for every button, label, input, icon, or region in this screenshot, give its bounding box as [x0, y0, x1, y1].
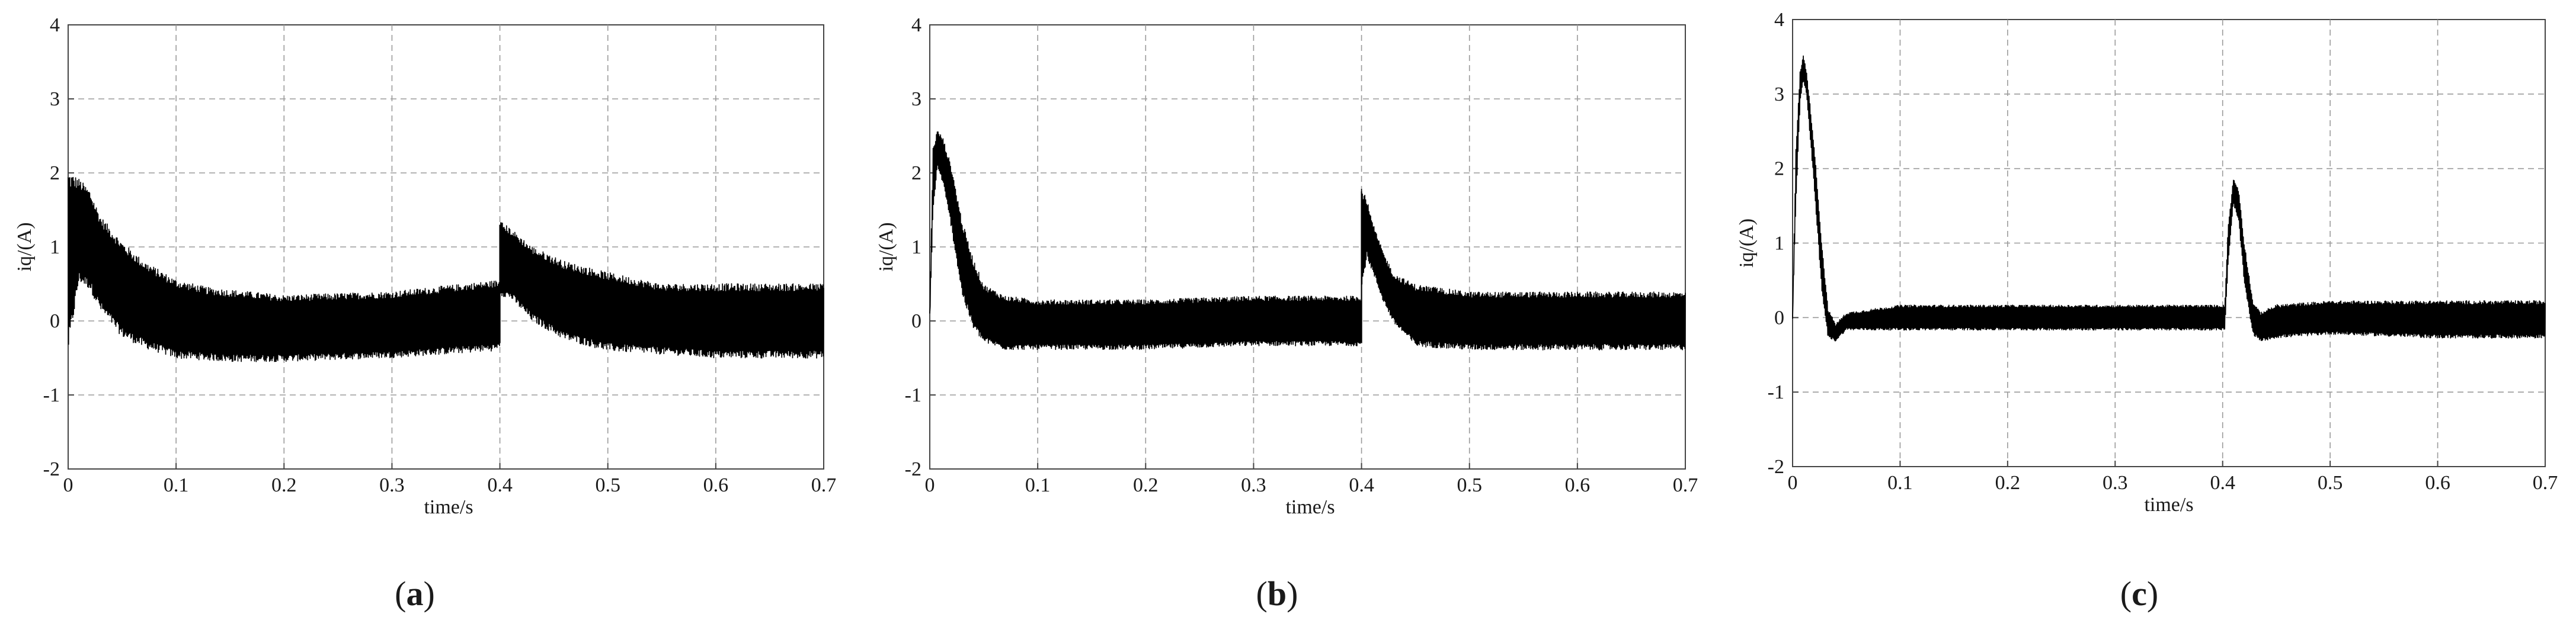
- x-tick-label: 0.5: [1457, 474, 1482, 496]
- y-tick-label: -2: [43, 458, 60, 480]
- y-tick-label: 3: [911, 88, 921, 110]
- x-axis-label: time/s: [1285, 496, 1335, 518]
- x-tick-label: 0.6: [1565, 474, 1591, 496]
- x-tick-label: 0.2: [1995, 472, 2021, 494]
- x-tick-label: 0.6: [2425, 472, 2450, 494]
- panel-caption: (c): [2120, 574, 2158, 613]
- x-tick-label: 0.6: [703, 474, 729, 496]
- y-tick-label: 2: [1774, 158, 1784, 180]
- chart-panel-c: 0 0.1 0.2 0.3 0.4 0.5 0.6 0.7 -2 -1 0 1 2 3 4 time/s iq/…: [1736, 9, 2558, 613]
- y-tick-label: 0: [50, 310, 60, 332]
- y-tick-label: -2: [1768, 456, 1784, 478]
- y-tick-label: 4: [50, 14, 60, 36]
- y-axis-label: iq/(A): [875, 222, 897, 271]
- x-tick-label: 0.3: [1241, 474, 1266, 496]
- panel-caption-letter: c: [2132, 574, 2147, 613]
- panel-caption-letter: a: [407, 574, 424, 613]
- y-tick-label: -1: [1768, 381, 1784, 403]
- y-tick-label: 4: [911, 14, 921, 36]
- x-tick-label: 0.2: [271, 474, 297, 496]
- y-tick-label: 1: [911, 236, 921, 258]
- y-tick-label: 2: [50, 162, 60, 184]
- panel-caption: (a): [395, 574, 435, 613]
- x-tick-label: 0.5: [595, 474, 620, 496]
- x-tick-label: 0.7: [2533, 472, 2558, 494]
- x-tick-label: 0: [63, 474, 73, 496]
- x-axis-label: time/s: [424, 496, 473, 518]
- x-tick-label: 0.5: [2318, 472, 2343, 494]
- chart-panel-b: 0 0.1 0.2 0.3 0.4 0.5 0.6 0.7 -2 -1 0 1 2 3 4 time/s iq/…: [875, 14, 1698, 613]
- x-tick-label: 0.1: [1025, 474, 1051, 496]
- y-tick-label: -2: [905, 458, 921, 480]
- y-axis-label: iq/(A): [1736, 219, 1758, 268]
- signal-trace-a-1: [68, 176, 501, 362]
- x-tick-label: 0.1: [1887, 472, 1913, 494]
- y-tick-label: 2: [911, 162, 921, 184]
- y-tick-label: 0: [911, 310, 921, 332]
- x-tick-label: 0: [925, 474, 935, 496]
- x-tick-label: 0.2: [1133, 474, 1159, 496]
- x-tick-label: 0: [1788, 472, 1798, 494]
- signal-trace-b-1: [929, 131, 1362, 351]
- x-tick-label: 0.7: [1673, 474, 1698, 496]
- x-tick-label: 0.3: [2103, 472, 2128, 494]
- y-axis-label: iq/(A): [14, 222, 36, 271]
- y-tick-label: 1: [1774, 233, 1784, 255]
- y-tick-label: 3: [1774, 83, 1784, 105]
- x-axis-label: time/s: [2144, 494, 2193, 516]
- signal-trace-c-1: [1792, 55, 2546, 342]
- x-tick-label: 0.7: [811, 474, 837, 496]
- y-tick-label: -1: [43, 384, 60, 406]
- signal-trace-a-2: [499, 222, 824, 359]
- signal-trace-b-2: [1361, 188, 1686, 351]
- x-tick-label: 0.1: [164, 474, 189, 496]
- x-tick-label: 0.4: [1349, 474, 1374, 496]
- y-tick-label: 1: [50, 236, 60, 258]
- y-tick-label: 0: [1774, 307, 1784, 329]
- x-tick-label: 0.3: [379, 474, 405, 496]
- y-tick-label: -1: [905, 384, 921, 406]
- y-tick-label: 4: [1774, 9, 1784, 31]
- y-tick-label: 3: [50, 88, 60, 110]
- panel-caption-letter: b: [1268, 574, 1287, 613]
- panel-caption: (b): [1256, 574, 1298, 613]
- chart-panel-a: 0 0.1 0.2 0.3 0.4 0.5 0.6 0.7 -2 -1 0 1 2 3 4 time/s iq/…: [14, 14, 836, 613]
- x-tick-label: 0.4: [2210, 472, 2235, 494]
- x-tick-label: 0.4: [487, 474, 513, 496]
